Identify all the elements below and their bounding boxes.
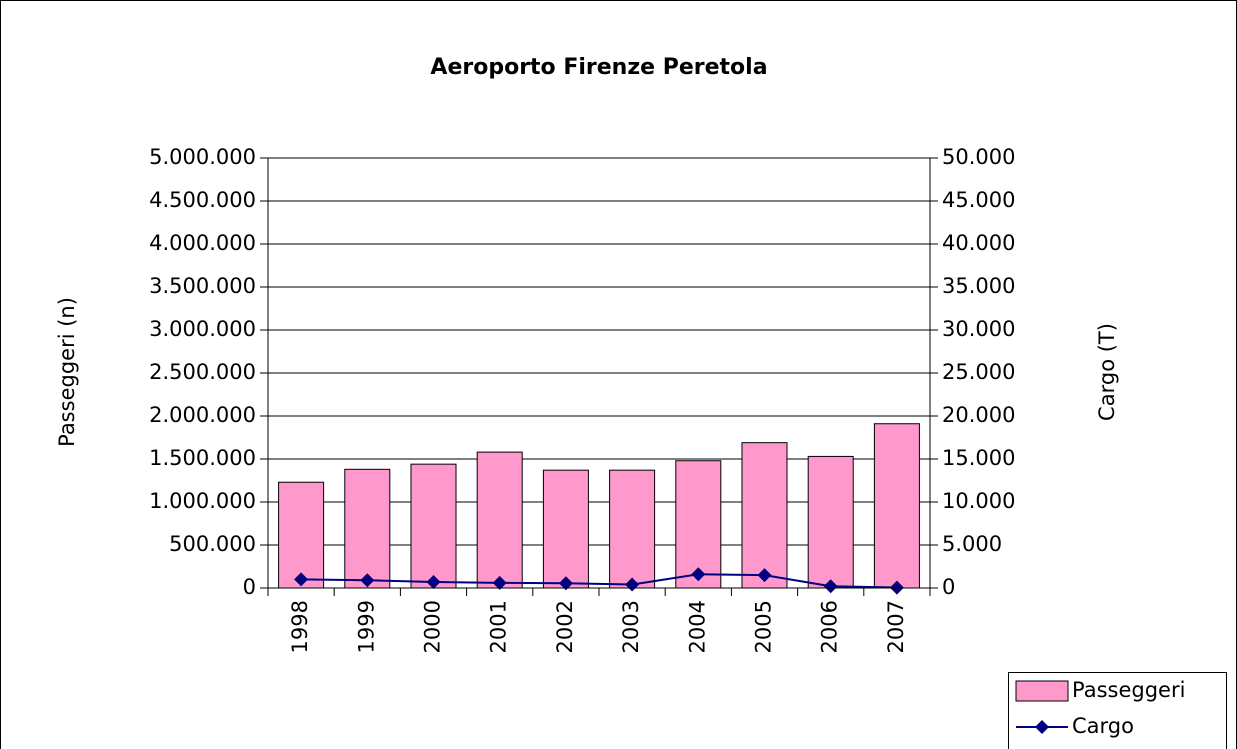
y2-axis-label: Cargo (T): [1095, 323, 1119, 421]
legend-label: Passeggeri: [1072, 678, 1185, 702]
y-tick-label: 500.000: [169, 532, 256, 556]
y2-tick-label: 10.000: [942, 489, 1015, 513]
bar: [609, 469, 656, 589]
x-tick-label: 2005: [752, 600, 776, 653]
bar: [410, 463, 457, 589]
y-tick-label: 4.000.000: [149, 231, 256, 255]
marker: [757, 568, 772, 583]
y-tick-label: 0: [243, 575, 256, 599]
y-tick-label: 1.500.000: [149, 446, 256, 470]
y2-tick-label: 15.000: [942, 446, 1015, 470]
legend-marker: [1035, 720, 1049, 734]
bar: [278, 481, 325, 589]
x-tick-label: 2003: [619, 600, 643, 653]
y2-tick-label: 35.000: [942, 274, 1015, 298]
y-axis-label: Passeggeri (n): [55, 297, 79, 447]
x-tick-label: 1999: [354, 600, 378, 653]
y-tick-label: 2.500.000: [149, 360, 256, 384]
bar: [873, 423, 920, 589]
marker: [426, 574, 441, 589]
marker: [691, 567, 706, 582]
bar: [675, 460, 722, 589]
legend-swatch: [1015, 680, 1069, 702]
bar: [476, 451, 523, 589]
y2-tick-label: 20.000: [942, 403, 1015, 427]
y2-tick-label: 0: [942, 575, 955, 599]
y-tick-label: 3.500.000: [149, 274, 256, 298]
bar: [741, 442, 788, 589]
x-tick-label: 2004: [685, 600, 709, 653]
y-tick-label: 3.000.000: [149, 317, 256, 341]
y2-tick-label: 30.000: [942, 317, 1015, 341]
y-tick-label: 2.000.000: [149, 403, 256, 427]
line: [301, 573, 897, 589]
y2-tick-label: 25.000: [942, 360, 1015, 384]
y2-tick-label: 40.000: [942, 231, 1015, 255]
x-tick-label: 2001: [487, 600, 511, 653]
x-tick-label: 2007: [884, 600, 908, 653]
x-tick-label: 2002: [553, 600, 577, 653]
marker: [294, 572, 309, 587]
x-tick-label: 2000: [421, 600, 445, 653]
y-tick-label: 1.000.000: [149, 489, 256, 513]
marker: [492, 575, 507, 590]
x-tick-label: 1998: [288, 600, 312, 653]
y2-tick-label: 45.000: [942, 188, 1015, 212]
bar: [807, 455, 854, 589]
legend-label: Cargo: [1072, 714, 1134, 738]
y2-tick-label: 5.000: [942, 532, 1002, 556]
marker: [823, 579, 838, 594]
marker: [558, 576, 573, 591]
chart-title: Aeroporto Firenze Peretola: [430, 55, 767, 80]
bar: [542, 469, 589, 589]
y-tick-label: 4.500.000: [149, 188, 256, 212]
y-tick-label: 5.000.000: [149, 145, 256, 169]
y2-tick-label: 50.000: [942, 145, 1015, 169]
marker: [360, 573, 375, 588]
x-tick-label: 2006: [818, 600, 842, 653]
bar: [344, 468, 391, 589]
